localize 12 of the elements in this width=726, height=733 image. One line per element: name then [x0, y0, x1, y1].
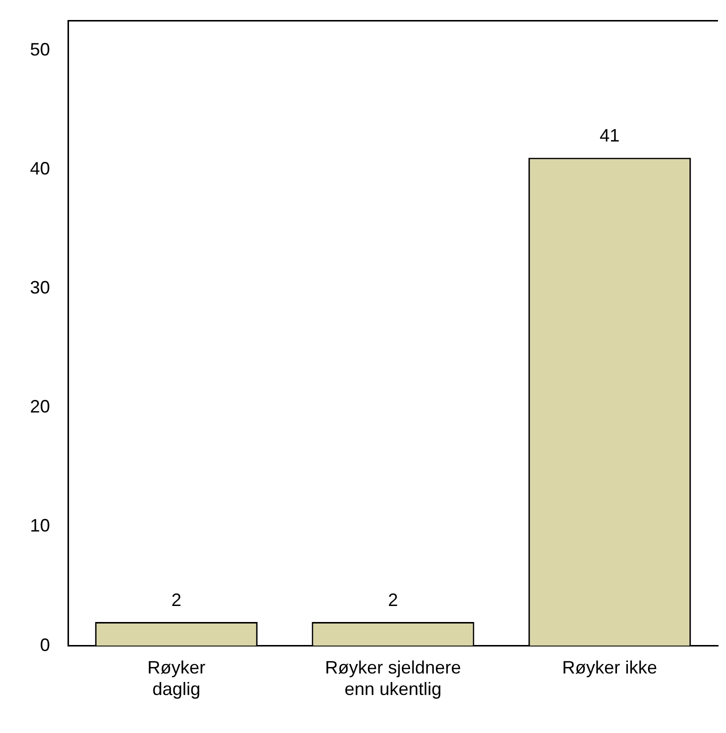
data-label: 2: [171, 590, 182, 610]
y-tick-label: 20: [30, 396, 50, 417]
y-tick-label: 10: [30, 516, 50, 536]
x-tick-label: Røyker daglig: [147, 658, 206, 700]
x-tick-label: Røyker sjeldnere enn ukentlig: [324, 658, 462, 700]
y-tick-label: 50: [30, 40, 50, 60]
x-tick-label: Røyker ikke: [562, 658, 658, 678]
data-label: 41: [600, 126, 620, 146]
data-label: 2: [388, 590, 398, 610]
y-tick-label: 30: [30, 278, 50, 298]
y-tick-label: 0: [40, 634, 50, 655]
y-tick-label: 40: [30, 158, 50, 179]
